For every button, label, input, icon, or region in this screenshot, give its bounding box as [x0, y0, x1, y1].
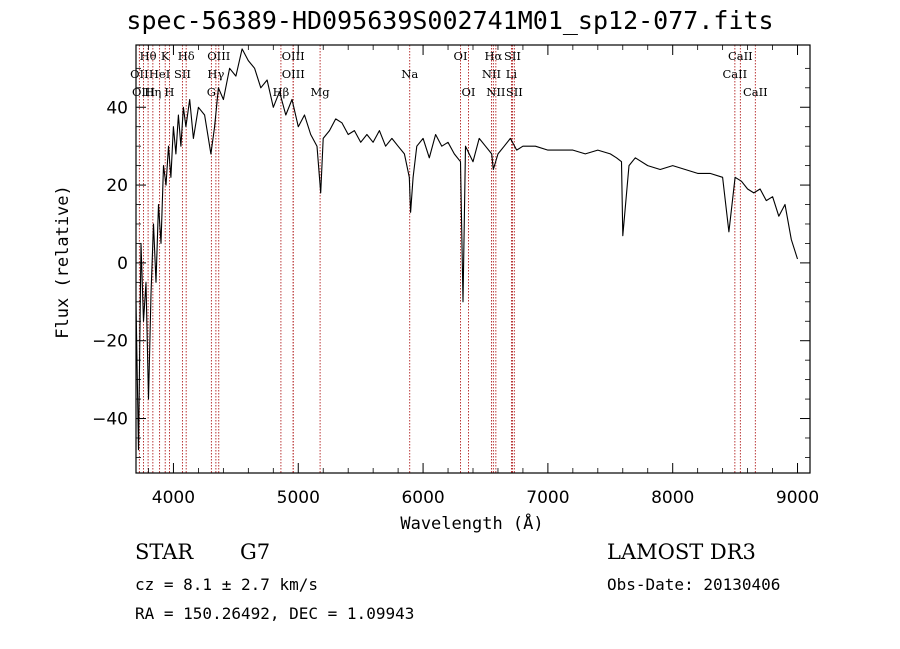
- line-label-11: G: [207, 85, 216, 99]
- x-tick-label-0: 4000: [152, 488, 195, 508]
- y-axis-label: Flux (relative): [53, 185, 73, 339]
- y-tick-label-0: −40: [92, 410, 128, 430]
- line-label-14: Hβ: [273, 85, 290, 99]
- x-tick-label-1: 5000: [277, 488, 320, 508]
- line-label-19: Hα: [484, 49, 502, 63]
- line-label-23: NII: [486, 85, 505, 99]
- observation-date: Obs-Date: 20130406: [607, 575, 781, 594]
- line-label-1: OII: [130, 67, 149, 81]
- line-label-22: Li: [506, 67, 518, 81]
- x-tick-label-3: 7000: [526, 488, 569, 508]
- line-label-13: OIII: [282, 67, 305, 81]
- series-line-0: [135, 48, 799, 451]
- line-label-18: OI: [462, 85, 476, 99]
- line-label-26: CaII: [722, 67, 747, 81]
- x-tick-label-4: 8000: [651, 488, 694, 508]
- line-label-7: SII: [174, 67, 191, 81]
- line-label-25: CaII: [728, 49, 753, 63]
- survey-name: LAMOST DR3: [607, 540, 756, 564]
- plot-frame: [135, 44, 811, 474]
- line-label-9: OIII: [207, 49, 230, 63]
- chart-title: spec-56389-HD095639S002741M01_sp12-077.f…: [126, 6, 774, 35]
- y-tick-label-2: 0: [117, 254, 128, 274]
- line-label-0: Hθ: [140, 49, 157, 63]
- line-label-21: NII: [482, 67, 501, 81]
- x-tick-label-5: 9000: [776, 488, 819, 508]
- y-tick-label-3: 20: [106, 176, 128, 196]
- line-label-12: OIII: [282, 49, 305, 63]
- object-subclass: G7: [240, 540, 271, 564]
- line-label-20: SII: [504, 49, 521, 63]
- line-label-10: Hγ: [207, 67, 224, 81]
- line-label-2: OIII: [132, 85, 155, 99]
- line-label-8: Hδ: [178, 49, 195, 63]
- y-tick-label-1: −20: [92, 332, 128, 352]
- line-label-27: CaII: [743, 85, 768, 99]
- x-tick-label-2: 6000: [401, 488, 444, 508]
- plot-axes: 4000 5000 6000 7000 8000 9000 −40 −20 0 20 40: [92, 44, 819, 508]
- line-label-5: K: [161, 49, 170, 63]
- line-label-6: H: [164, 85, 174, 99]
- object-class: STAR: [135, 540, 194, 564]
- redshift-value: cz = 8.1 ± 2.7 km/s: [135, 575, 319, 594]
- spectrum-series: [135, 48, 799, 451]
- line-label-16: Na: [401, 67, 418, 81]
- y-tick-label-4: 40: [106, 98, 128, 118]
- line-label-24: SII: [506, 85, 523, 99]
- line-label-3: Hη: [144, 85, 161, 99]
- emission-line-markers: [138, 45, 756, 473]
- x-axis-label: Wavelength (Å): [400, 512, 543, 534]
- line-label-17: OI: [454, 49, 468, 63]
- line-label-4: HeI: [149, 67, 170, 81]
- line-label-15: Mg: [311, 85, 331, 99]
- ra-dec-coordinates: RA = 150.26492, DEC = 1.09943: [135, 604, 415, 623]
